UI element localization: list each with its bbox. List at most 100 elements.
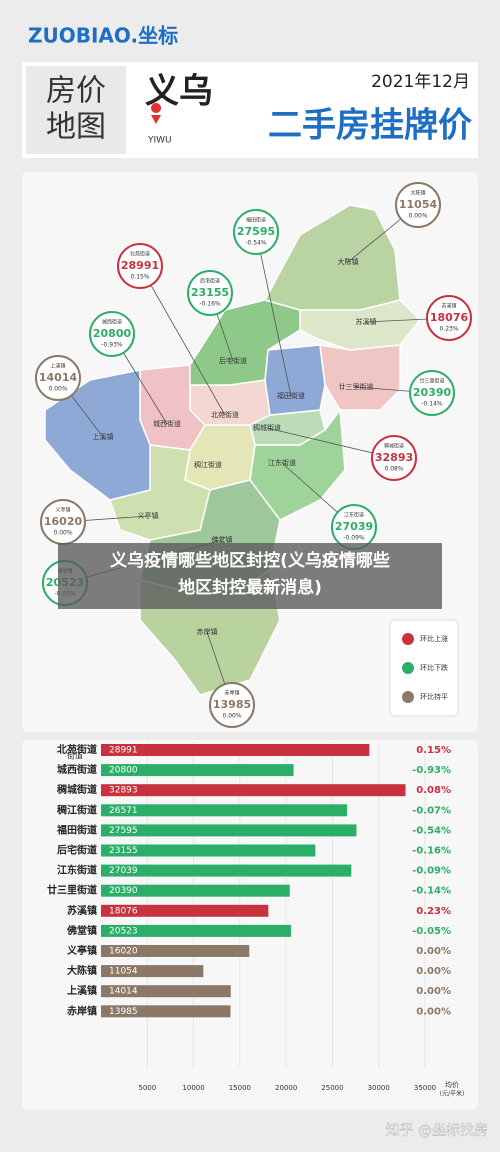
legend-icon xyxy=(402,662,414,674)
bar xyxy=(101,844,316,857)
bar-value: 27595 xyxy=(109,826,138,836)
bar xyxy=(101,764,294,777)
district-label: 上溪镇 xyxy=(93,432,114,441)
district-label: 北苑街道 xyxy=(211,410,239,419)
bar xyxy=(101,1005,231,1018)
bubble-change: -0.54% xyxy=(245,240,267,247)
bar-value: 11054 xyxy=(109,967,138,977)
bar xyxy=(101,884,290,897)
category-label: 街道 xyxy=(67,751,83,761)
bubble-change: 0.00% xyxy=(53,530,72,537)
bubble-price: 14014 xyxy=(39,371,78,384)
bubble-change: -0.14% xyxy=(421,401,443,408)
box-text: 地图 xyxy=(46,110,106,145)
subtitle: 二手房挂牌价 xyxy=(268,106,472,146)
bar xyxy=(101,744,370,756)
bar-value: 13985 xyxy=(109,1007,138,1017)
bar-value: 18076 xyxy=(109,906,138,916)
change-label: 0.00% xyxy=(416,946,451,957)
price-bubble xyxy=(233,209,279,255)
map-region xyxy=(264,344,326,416)
bubble-price: 23155 xyxy=(191,286,229,299)
bubble-name: 义亭镇 xyxy=(55,507,70,514)
price-bubble xyxy=(426,295,472,341)
leader-line xyxy=(255,231,292,397)
bubble-price: 20390 xyxy=(413,386,452,399)
overlay-banner xyxy=(58,543,442,609)
price-bubble xyxy=(117,243,163,289)
district-label: 江东街道 xyxy=(268,458,296,467)
bubble-name: 后宅街道 xyxy=(200,278,220,285)
change-label: -0.09% xyxy=(412,866,451,877)
date: 2021年12月 xyxy=(371,72,470,92)
bubble-name: 上溪镇 xyxy=(50,363,65,370)
category-label: 大陈镇 xyxy=(67,964,97,977)
x-tick-label: 25000 xyxy=(321,1084,343,1092)
bubble-name: 大陈镇 xyxy=(410,190,425,197)
bubble-price: 27595 xyxy=(237,225,275,238)
district-label: 城西街道 xyxy=(153,419,181,428)
category-label: 稠城街道 xyxy=(56,783,97,796)
bubble-price: 32893 xyxy=(375,451,413,464)
change-label: 0.00% xyxy=(416,1006,451,1017)
bubble-change: -0.09% xyxy=(343,535,365,542)
bar-value: 20390 xyxy=(109,886,138,896)
x-tick-label: 5000 xyxy=(138,1084,156,1092)
box-text: 房价 xyxy=(46,74,106,109)
bubble-price: 18076 xyxy=(430,311,469,324)
bar-value: 23155 xyxy=(109,846,138,856)
bubble-price: 20800 xyxy=(93,327,132,340)
bar xyxy=(101,784,406,797)
category-label: 苏溪镇 xyxy=(67,904,97,917)
city-en: YIWU xyxy=(147,136,172,146)
category-label: 福田街道 xyxy=(56,823,97,836)
price-bubble xyxy=(89,311,135,357)
bar xyxy=(101,945,250,957)
bar xyxy=(101,904,269,917)
change-label: -0.07% xyxy=(412,805,451,816)
map-region xyxy=(263,204,401,311)
bubble-price: 28991 xyxy=(121,259,159,272)
bar-chart: 5000 10000 15000 20000 25000 30000 35000 均价(元/平… xyxy=(47,742,464,1098)
legend-icon xyxy=(402,633,414,645)
bubble-change: 0.00% xyxy=(222,713,241,720)
district-label: 稠城街道 xyxy=(253,423,281,432)
bubble-change: 0.08% xyxy=(384,466,403,473)
bar-value: 27039 xyxy=(109,866,138,876)
category-label: 赤岸镇 xyxy=(67,1004,97,1017)
bubble-name: 福田街道 xyxy=(246,217,266,224)
bubble-name: 北苑街道 xyxy=(130,251,150,258)
bar-value: 20523 xyxy=(109,926,138,936)
legend-icon xyxy=(402,691,414,703)
price-bubble xyxy=(371,435,417,481)
bar xyxy=(101,864,352,877)
legend-text: 环比上涨 xyxy=(420,634,448,643)
bar-value: 28991 xyxy=(109,746,138,756)
bubble-change: -0.93% xyxy=(101,342,123,349)
change-label: 0.08% xyxy=(416,785,451,796)
price-bubble xyxy=(209,682,255,728)
bubble-price: 16020 xyxy=(44,515,83,528)
price-bubble xyxy=(35,355,81,401)
x-tick-label: 35000 xyxy=(414,1084,436,1092)
bar xyxy=(101,824,357,837)
category-label: 佛堂镇 xyxy=(66,924,97,937)
bubble-name: 稠城街道 xyxy=(384,443,404,450)
bar xyxy=(101,804,347,817)
bar xyxy=(101,985,231,998)
district-label: 福田街道 xyxy=(277,391,305,400)
bar-value: 20800 xyxy=(109,766,138,776)
bubble-change: 0.23% xyxy=(439,326,458,333)
change-label: 0.23% xyxy=(416,906,451,917)
bubble-price: 13985 xyxy=(213,698,251,711)
x-tick-label: 20000 xyxy=(275,1084,297,1092)
change-label: 0.00% xyxy=(416,966,451,977)
bubble-price: 11054 xyxy=(399,198,438,211)
x-tick-label: 30000 xyxy=(368,1084,390,1092)
category-label: 后宅街道 xyxy=(57,844,97,857)
district-label: 赤岸镇 xyxy=(197,627,218,636)
legend-text: 环比下跌 xyxy=(420,663,448,672)
price-bubble xyxy=(187,270,233,316)
